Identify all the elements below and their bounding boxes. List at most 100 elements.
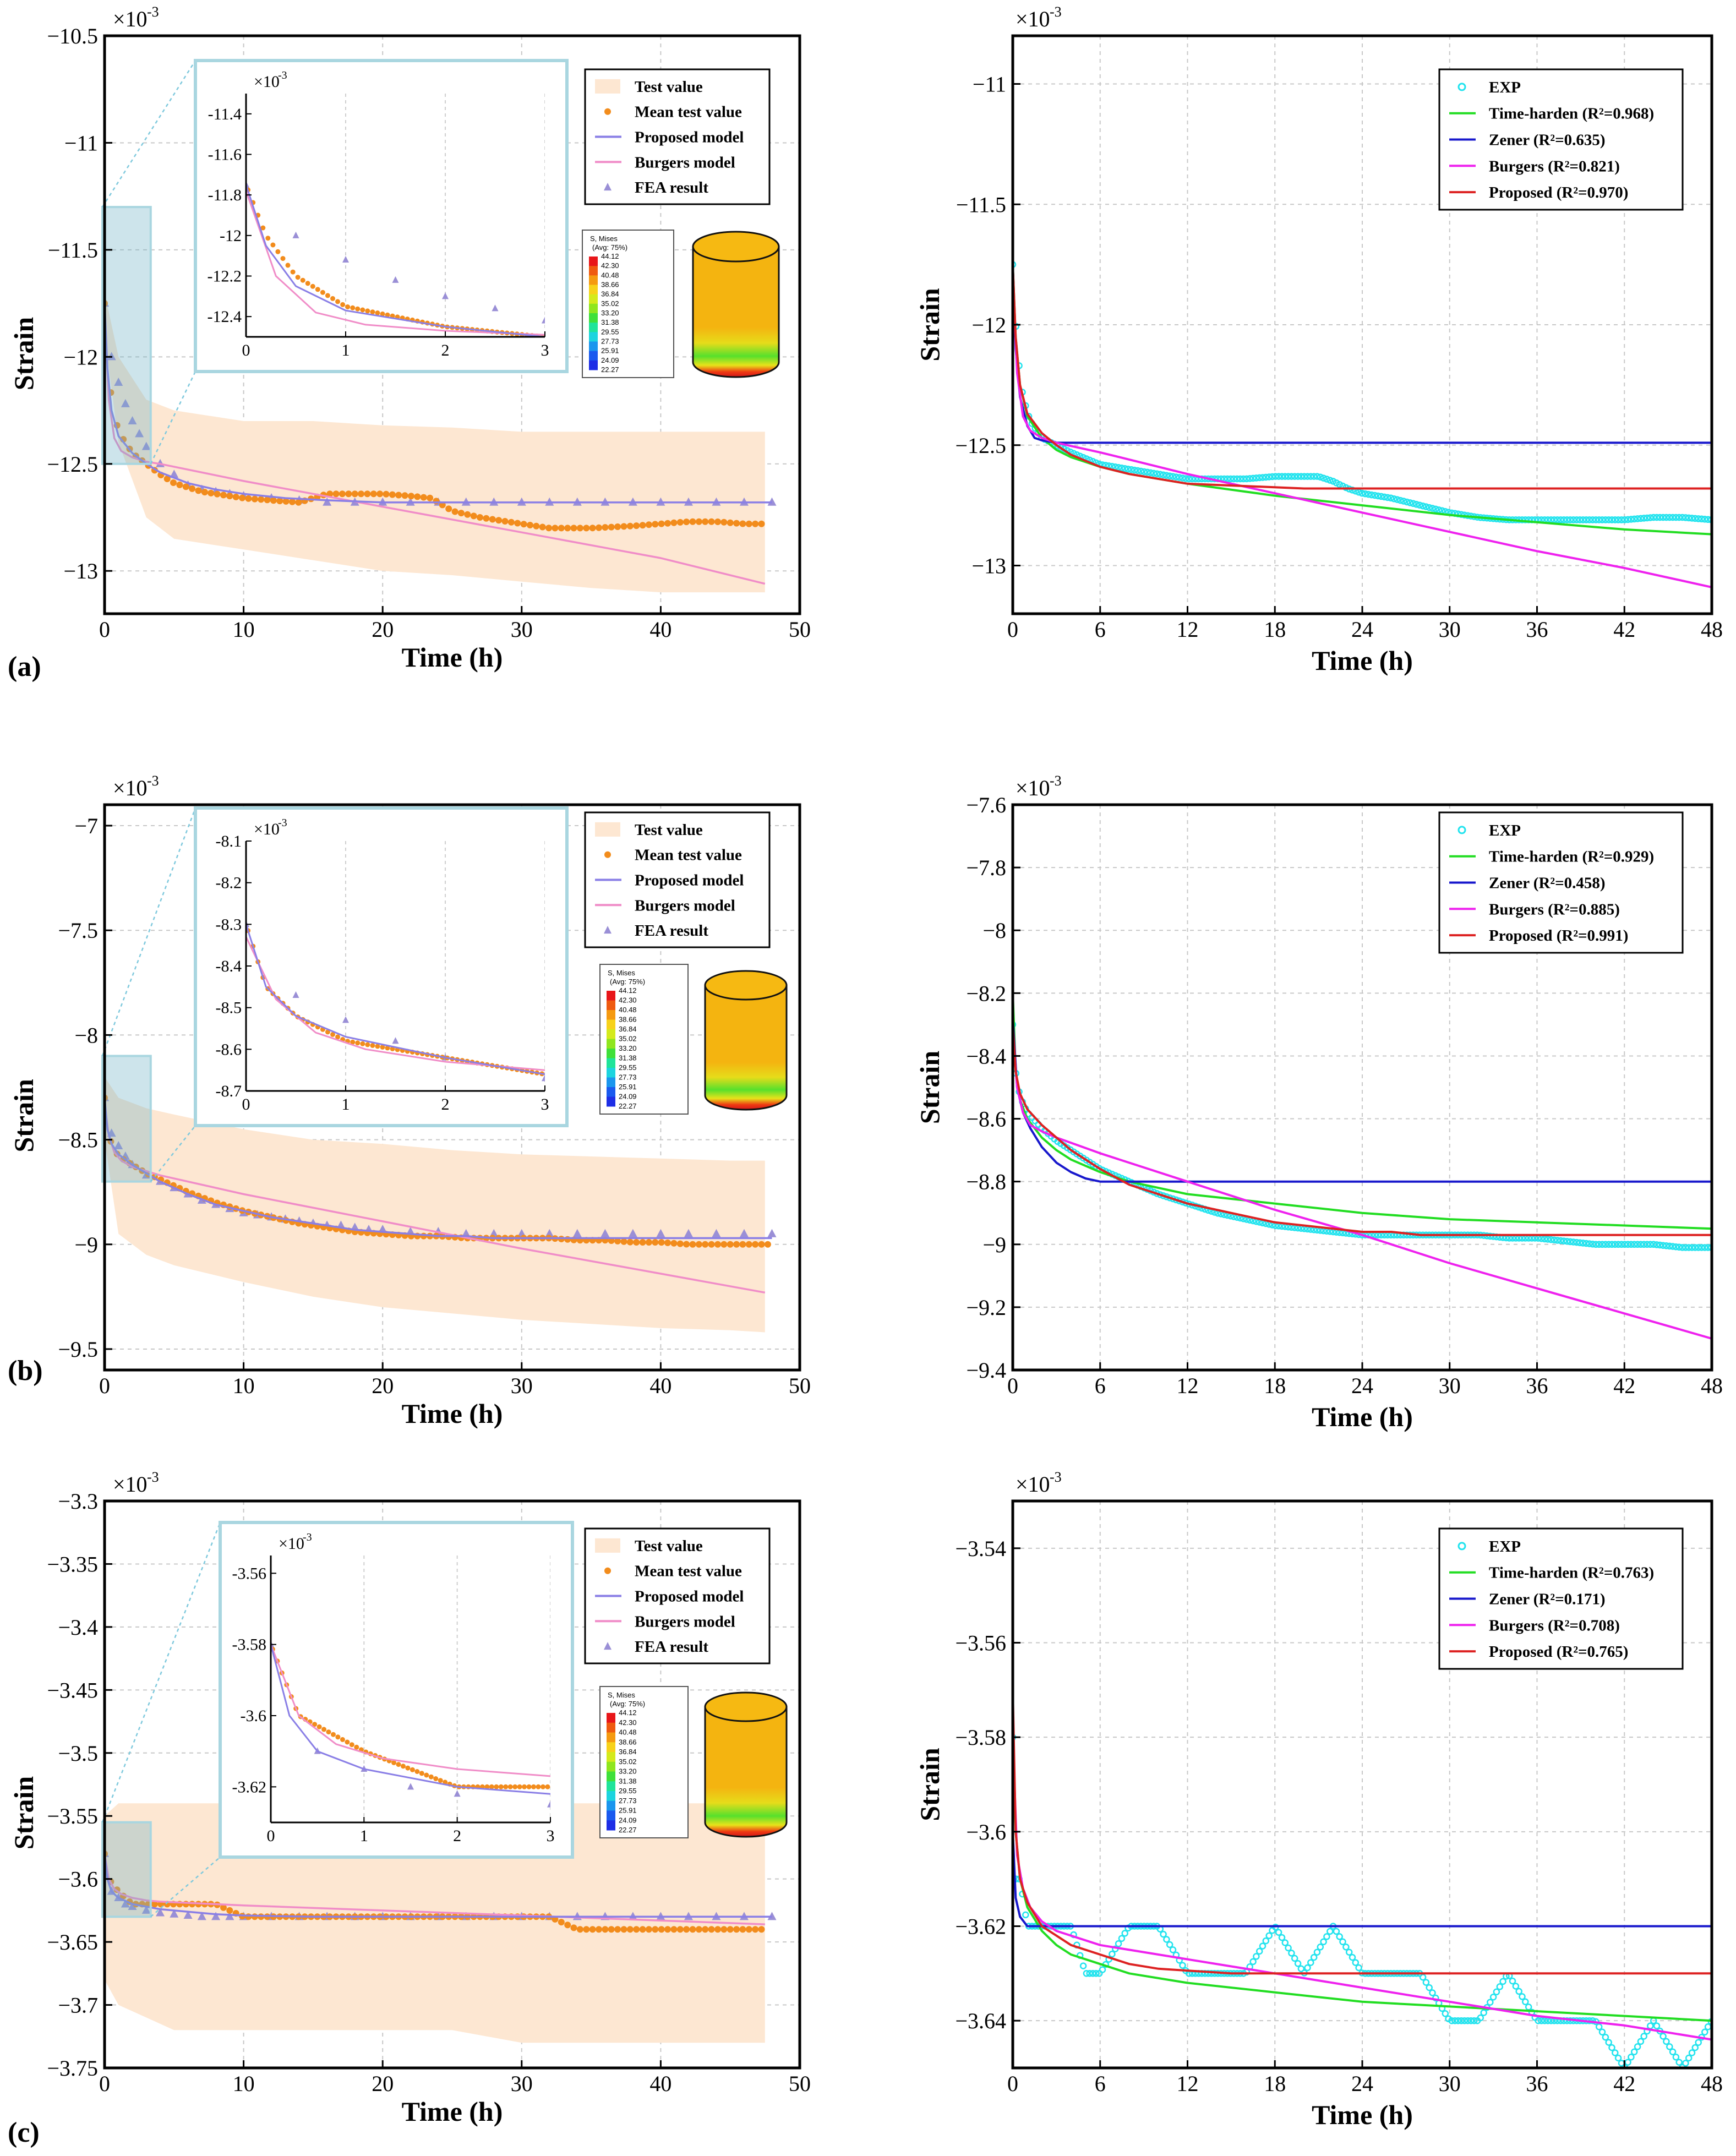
colorbar-value: 38.66 [619, 1016, 637, 1024]
exp-point [1118, 1935, 1126, 1942]
exp-point [1628, 2054, 1635, 2061]
b-left-legend-label: Mean test value [635, 847, 742, 864]
exp-point [1163, 472, 1170, 479]
c-left-legend-label: Mean test value [635, 1563, 742, 1580]
mean-test-value-point [620, 1238, 627, 1245]
exp-point [1570, 516, 1577, 523]
mean-test-value-point [676, 518, 684, 526]
c-left-ytick-label: −3.4 [58, 1615, 98, 1640]
mean-test-value-point [745, 1926, 752, 1933]
colorbar-value: 33.20 [619, 1767, 637, 1776]
colorbar-segment [589, 323, 598, 332]
inset-mean-point [260, 225, 266, 231]
fea-result-point [121, 399, 130, 407]
b-left-xtick-label: 20 [372, 1373, 394, 1398]
colorbar-segment [607, 1761, 615, 1772]
a-left-xtick-label: 10 [233, 617, 255, 642]
inset-mean-point [350, 1039, 356, 1045]
inset-mean-point [340, 302, 346, 307]
mean-test-value-point [564, 525, 571, 532]
exp-point [1554, 516, 1561, 523]
mean-test-value-point [489, 516, 496, 523]
exp-point [1612, 1241, 1619, 1248]
b-left-xtick-label: 40 [649, 1373, 672, 1398]
mean-test-value-point [602, 1926, 609, 1933]
c-left-legend-label: Test value [635, 1537, 703, 1555]
mean-test-value-point [608, 1926, 615, 1933]
inset-mean-point [507, 1784, 513, 1789]
mean-test-value-point [733, 1926, 740, 1933]
c-right-xlabel: Time (h) [1312, 2099, 1413, 2130]
colorbar-segment [607, 1087, 615, 1097]
exp-point [1647, 1241, 1654, 1248]
mean-test-value-point [727, 519, 734, 526]
inset-mean-point [305, 281, 310, 286]
exp-point [1255, 474, 1263, 482]
inset-xtick-label: 2 [453, 1827, 461, 1845]
c-left-xtick-label: 30 [511, 2071, 533, 2096]
mean-test-value-point [576, 525, 583, 532]
colorbar-value: 36.84 [619, 1748, 637, 1756]
legend-marker-mean [604, 108, 611, 115]
colorbar-value: 29.55 [601, 328, 619, 336]
mean-test-value-point [720, 518, 728, 526]
exp-point [1669, 514, 1677, 521]
exp-point [1605, 516, 1612, 523]
exp-point [1608, 516, 1615, 523]
c-right-ytick-label: −3.6 [966, 1820, 1006, 1844]
a-right-exponent-base: ×10 [1016, 7, 1050, 31]
exp-point [1249, 474, 1257, 482]
exp-point [1579, 1240, 1587, 1247]
inset-mean-point [512, 1784, 518, 1789]
exp-point [1522, 516, 1529, 523]
proposed-model-line [105, 1853, 772, 1918]
inset-burgers-line [246, 190, 545, 336]
c-right-exponent-base: ×10 [1016, 1472, 1050, 1497]
exp-point [1698, 515, 1705, 523]
exp-point [1650, 1241, 1657, 1248]
exp-point [1237, 475, 1244, 483]
c-left-zoom-region [101, 1821, 152, 1918]
mean-test-value-point [214, 490, 221, 498]
exp-point [1663, 2038, 1670, 2045]
exp-point [1637, 515, 1645, 522]
mean-test-value-point [739, 520, 746, 527]
mean-test-value-point [345, 490, 352, 498]
mean-test-value-point [232, 493, 239, 500]
exp-point [1566, 516, 1574, 523]
exp-point [1592, 516, 1599, 523]
exp-point [1272, 473, 1279, 480]
mean-test-value-point [645, 521, 652, 528]
colorbar-segment [589, 266, 598, 276]
mean-test-value-point [714, 1926, 721, 1933]
colorbar-value: 40.48 [619, 1006, 637, 1014]
a-right-ytick-label: −11.5 [956, 192, 1006, 217]
inset-mean-point [380, 311, 385, 316]
mean-test-value-point [520, 521, 527, 528]
c-left-data [105, 1803, 777, 2043]
exp-point [1608, 1241, 1615, 1248]
b-right-legend-label: Zener (R²=0.458) [1489, 875, 1606, 892]
colorbar-segment [607, 1820, 615, 1831]
exp-point [1535, 2017, 1542, 2024]
exp-point [1634, 1241, 1641, 1248]
colorbar-segment [607, 1019, 615, 1030]
colorbar-segment [607, 1000, 615, 1011]
exp-point [1685, 514, 1693, 522]
exp-point [1544, 1236, 1552, 1243]
mean-test-value-point [589, 525, 596, 532]
a-right-xtick-label: 30 [1439, 617, 1461, 642]
exp-point [1602, 1241, 1609, 1248]
exp-point [1496, 1983, 1504, 1990]
inset-mean-point [331, 1732, 336, 1737]
a-right-legend-label: Proposed (R²=0.970) [1489, 184, 1628, 201]
exp-point [1582, 1240, 1590, 1247]
exp-point [1275, 1929, 1282, 1936]
b-left-ytick-label: −9.5 [58, 1337, 98, 1362]
colorbar-segment [589, 303, 598, 314]
mean-test-value-point [727, 1241, 734, 1248]
fea-result-point [545, 1229, 554, 1237]
mean-test-value-point [558, 1919, 565, 1926]
inset-ytick-label: -3.58 [232, 1636, 267, 1654]
